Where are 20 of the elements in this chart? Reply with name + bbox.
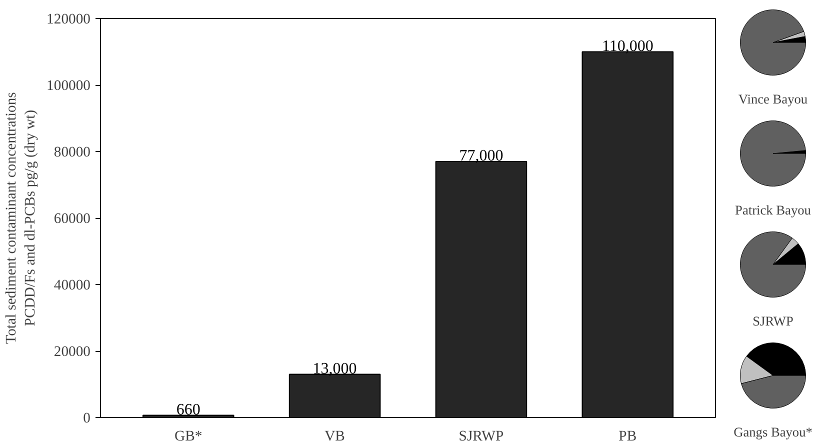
data-label: 660: [176, 401, 200, 418]
y-axis-title: Total sediment contaminant concentrations PCDD/Fs and dl-PCBs pg/g (dry wt): [3, 92, 39, 344]
x-tick-label: SJRWP: [458, 428, 504, 444]
text: Patrick Bayou: [735, 202, 812, 218]
text: Vince Bayou: [738, 92, 808, 106]
x-tick-label: GB*: [174, 428, 202, 444]
y-tick-label: 100000: [46, 78, 90, 94]
y-tick-label: 60000: [54, 211, 90, 227]
y-tick-label: 120000: [46, 12, 90, 28]
y-tick-label: 20000: [54, 344, 90, 360]
y-tick-label: 80000: [54, 144, 90, 160]
data-label: 77,000: [459, 147, 504, 164]
text: Gangs Bayou*: [734, 424, 813, 440]
x-tick-label: PB: [618, 428, 637, 444]
data-label: 110,000: [602, 38, 654, 55]
x-tick-label: VB: [324, 428, 346, 444]
y-tick-label: 0: [83, 410, 90, 426]
text: SJRWP: [752, 314, 794, 328]
data-label: 13,000: [312, 360, 357, 378]
y-tick-label: 40000: [54, 278, 90, 294]
